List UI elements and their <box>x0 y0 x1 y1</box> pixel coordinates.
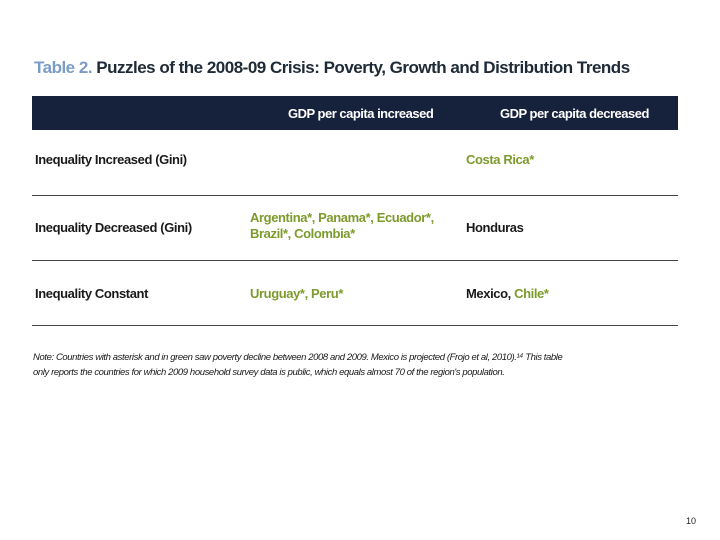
cell-uruguay-peru: Uruguay*, Peru* <box>250 286 343 301</box>
table-header: GDP per capita increased GDP per capita … <box>32 96 678 130</box>
table-note: Note: Countries with asterisk and in gre… <box>33 350 573 380</box>
table-title-label: Table 2. <box>34 58 93 77</box>
comparison-table: GDP per capita increased GDP per capita … <box>32 96 678 326</box>
cell-honduras: Honduras <box>466 220 524 235</box>
cell-mexico-chile: Mexico, Chile* <box>466 286 549 302</box>
header-gdp-decreased: GDP per capita decreased <box>500 106 649 121</box>
table-title: Table 2. Puzzles of the 2008-09 Crisis: … <box>34 58 630 78</box>
row-label-inequality-constant: Inequality Constant <box>35 286 149 301</box>
table-row: Inequality Increased (Gini) Costa Rica* <box>32 130 678 196</box>
note-line-2: only reports the countries for which 200… <box>33 367 505 378</box>
table-title-text: Puzzles of the 2008-09 Crisis: Poverty, … <box>96 58 630 77</box>
row-label-inequality-increased: Inequality Increased (Gini) <box>35 152 187 167</box>
cell-argentina-line1: Argentina*, Panama*, Ecuador*, <box>250 210 434 225</box>
table-row: Inequality Decreased (Gini) Argentina*, … <box>32 196 678 261</box>
cell-costa-rica: Costa Rica* <box>466 152 534 167</box>
cell-argentina-line2: Brazil*, Colombia* <box>250 226 355 241</box>
table-row: Inequality Constant Uruguay*, Peru* Mexi… <box>32 261 678 326</box>
note-line-1: Note: Countries with asterisk and in gre… <box>33 352 563 363</box>
row-label-inequality-decreased: Inequality Decreased (Gini) <box>35 220 192 235</box>
cell-mexico: Mexico, <box>466 286 515 301</box>
header-gdp-increased: GDP per capita increased <box>288 106 434 121</box>
cell-chile: Chile* <box>514 286 549 301</box>
page-number: 10 <box>685 516 696 526</box>
